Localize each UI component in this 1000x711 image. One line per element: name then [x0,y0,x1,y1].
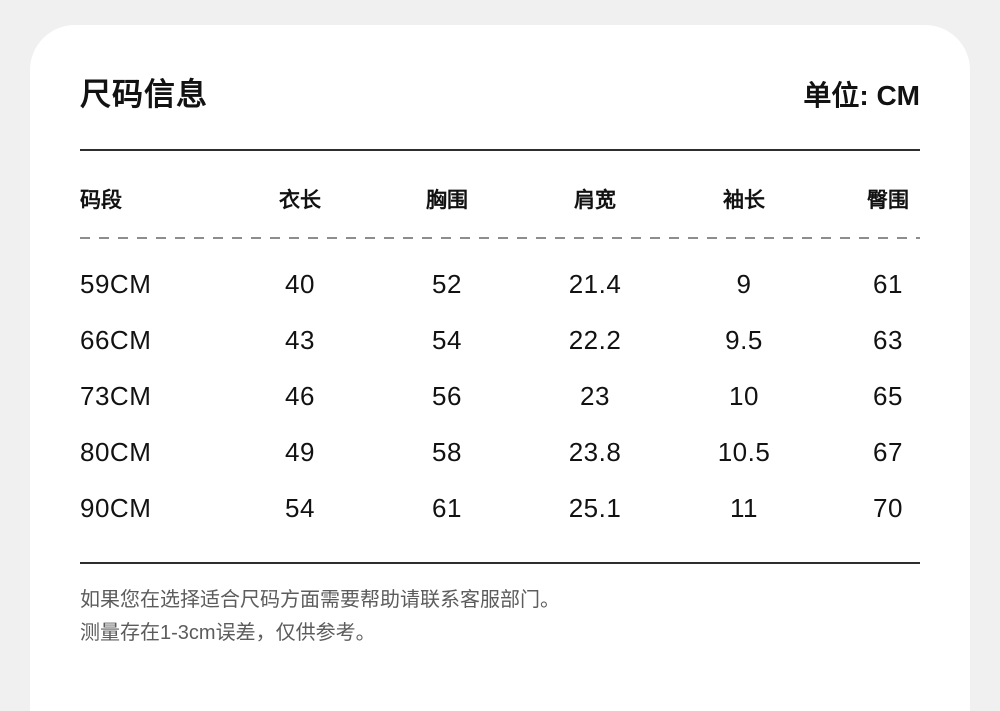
column-header-sleeve-length: 袖长 [723,189,765,212]
sleeve-length-value: 11 [730,492,758,523]
column-header-shoulder-width: 肩宽 [574,189,616,212]
footer-divider [80,562,920,564]
footer-tolerance-text: 测量存在1-3cm误差，仅供参考。 [80,622,376,644]
table-header-row: 码段 衣长 胸围 肩宽 袖长 臀围 [80,189,920,213]
sleeve-length-value: 9.5 [725,324,763,355]
shoulder-width-value: 21.4 [568,268,622,299]
garment-length-value: 43 [285,324,315,355]
table-row: 73CM 46 56 23 10 65 [80,368,920,424]
size-segment-value: 80CM [80,436,152,467]
hip-value: 70 [873,492,903,523]
sleeve-length-value: 10.5 [717,436,771,467]
table-row: 80CM 49 58 23.8 10.5 67 [80,424,920,480]
header-divider [80,149,920,151]
chest-value: 54 [432,324,462,355]
garment-length-value: 46 [285,380,315,411]
shoulder-width-value: 23 [580,380,610,411]
hip-value: 61 [873,268,903,299]
card-header: 尺码信息 单位: CM [80,77,920,113]
table-row: 66CM 43 54 22.2 9.5 63 [80,312,920,368]
table-row: 59CM 40 52 21.4 9 61 [80,256,920,312]
size-segment-value: 66CM [80,324,152,355]
column-header-hip: 臀围 [867,189,909,212]
shoulder-width-value: 22.2 [568,324,622,355]
sleeve-length-value: 9 [736,268,752,299]
size-segment-value: 73CM [80,380,152,411]
unit-label: 单位: CM [803,80,920,111]
sleeve-length-value: 10 [729,380,759,411]
garment-length-value: 40 [285,268,315,299]
column-header-size-segment: 码段 [80,189,122,212]
footer-help-text: 如果您在选择适合尺码方面需要帮助请联系客服部门。 [80,589,560,611]
chest-value: 58 [432,436,462,467]
chest-value: 56 [432,380,462,411]
size-table: 码段 衣长 胸围 肩宽 袖长 臀围 59CM 40 52 21.4 9 61 6 [80,189,920,536]
hip-value: 63 [873,324,903,355]
chest-value: 61 [432,492,462,523]
garment-length-value: 49 [285,436,315,467]
hip-value: 65 [873,380,903,411]
size-chart-card: 尺码信息 单位: CM 码段 衣长 胸围 肩宽 袖长 臀围 59CM 40 52… [30,25,970,711]
table-row: 90CM 54 61 25.1 11 70 [80,480,920,536]
size-segment-value: 59CM [80,268,152,299]
table-body: 59CM 40 52 21.4 9 61 66CM 43 54 22.2 9.5… [80,256,920,536]
garment-length-value: 54 [285,492,315,523]
header-dashed-divider [80,237,920,239]
column-header-garment-length: 衣长 [279,189,321,212]
hip-value: 67 [873,436,903,467]
shoulder-width-value: 25.1 [568,492,622,523]
shoulder-width-value: 23.8 [568,436,622,467]
chest-value: 52 [432,268,462,299]
page-title: 尺码信息 [80,77,208,112]
footer-notes: 如果您在选择适合尺码方面需要帮助请联系客服部门。 测量存在1-3cm误差，仅供参… [80,584,920,650]
size-segment-value: 90CM [80,492,152,523]
column-header-chest: 胸围 [426,189,468,212]
